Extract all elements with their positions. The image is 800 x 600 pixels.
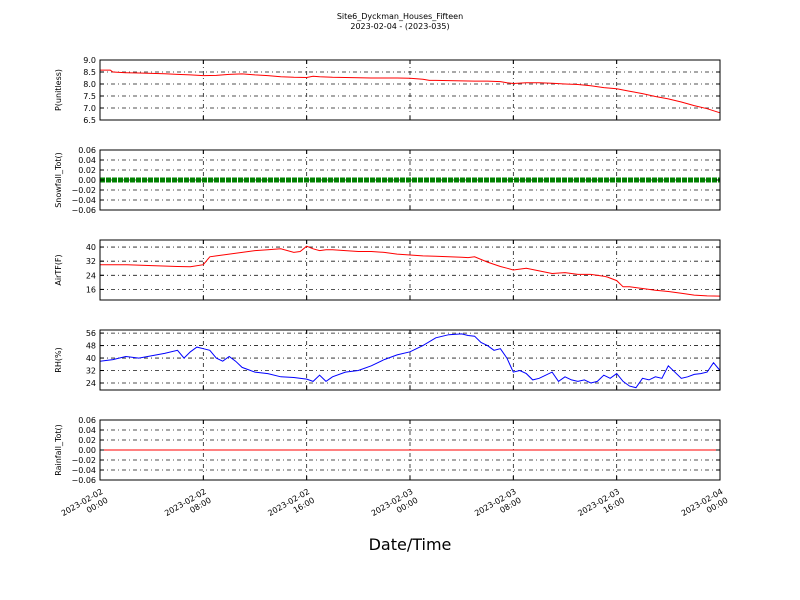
series-line xyxy=(100,69,721,114)
y-tick-label: 6.5 xyxy=(83,116,96,125)
chart-subtitle: 2023-02-04 - (2023-035) xyxy=(350,22,449,31)
y-axis-label: RH(%) xyxy=(54,347,63,372)
y-tick-label: −0.04 xyxy=(71,466,96,475)
y-tick-label: 24 xyxy=(86,379,96,388)
y-tick-label: 32 xyxy=(86,257,96,266)
y-tick-label: 48 xyxy=(86,342,96,351)
chart-title: Site6_Dyckman_Houses_Fifteen xyxy=(337,12,463,21)
y-tick-label: 0.04 xyxy=(78,426,96,435)
panel-5: 0.060.040.020.00−0.02−0.04−0.06 Rainfall_… xyxy=(54,416,721,485)
y-tick-label: 7.5 xyxy=(83,92,96,101)
panels-group: 9.08.58.07.57.06.5P(unitless)0.060.040.0… xyxy=(54,56,721,485)
y-tick-label: 32 xyxy=(86,367,96,376)
y-axis-label: AirTF(F) xyxy=(54,254,63,285)
panel-2: 0.060.040.020.00−0.02−0.04−0.06 Snowfall_… xyxy=(54,146,721,215)
y-tick-label: 40 xyxy=(86,354,96,363)
y-tick-label: 9.0 xyxy=(83,56,96,65)
y-tick-label: 56 xyxy=(86,329,96,338)
y-axis-label: P(unitless) xyxy=(54,69,63,111)
series-line xyxy=(99,333,721,389)
y-tick-label: 8.0 xyxy=(83,80,96,89)
panel-4: 56 48 40 32 24 RH(%) xyxy=(54,329,721,391)
y-tick-label: 0.06 xyxy=(78,146,96,155)
y-tick-label: 8.5 xyxy=(83,68,96,77)
y-tick-label: 16 xyxy=(86,285,96,294)
panel-3: 40 32 24 16 AirTF(F) xyxy=(54,239,721,301)
y-tick-label: 40 xyxy=(86,243,96,252)
y-tick-label: 0.04 xyxy=(78,156,96,165)
y-axis-label: Rainfall_Tot() xyxy=(54,424,63,476)
y-tick-label: −0.06 xyxy=(71,206,96,215)
y-tick-label: 0.00 xyxy=(78,176,96,185)
y-tick-label: −0.06 xyxy=(71,476,96,485)
y-tick-label: −0.02 xyxy=(71,186,96,195)
x-axis-label: Date/Time xyxy=(369,535,452,554)
y-tick-label: 0.02 xyxy=(78,436,96,445)
panel-1: 9.0 8.5 8.0 7.5 7.0 6.5 P(unitless) xyxy=(54,56,721,125)
y-tick-label: −0.02 xyxy=(71,456,96,465)
y-tick-label: 0.00 xyxy=(78,446,96,455)
y-tick-label: 24 xyxy=(86,271,96,280)
y-tick-label: 0.06 xyxy=(78,416,96,425)
series-line xyxy=(100,245,721,297)
y-axis-label: Snowfall_Tot() xyxy=(54,152,63,208)
y-tick-label: 7.0 xyxy=(83,104,96,113)
y-tick-label: −0.04 xyxy=(71,196,96,205)
y-tick-label: 0.02 xyxy=(78,166,96,175)
